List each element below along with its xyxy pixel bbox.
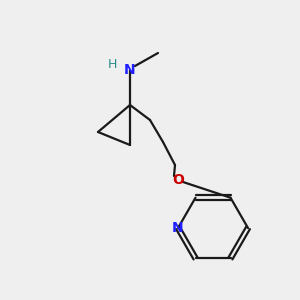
Text: N: N [124,63,136,77]
Text: O: O [172,173,184,187]
Text: H: H [107,58,117,71]
Text: N: N [172,221,184,235]
